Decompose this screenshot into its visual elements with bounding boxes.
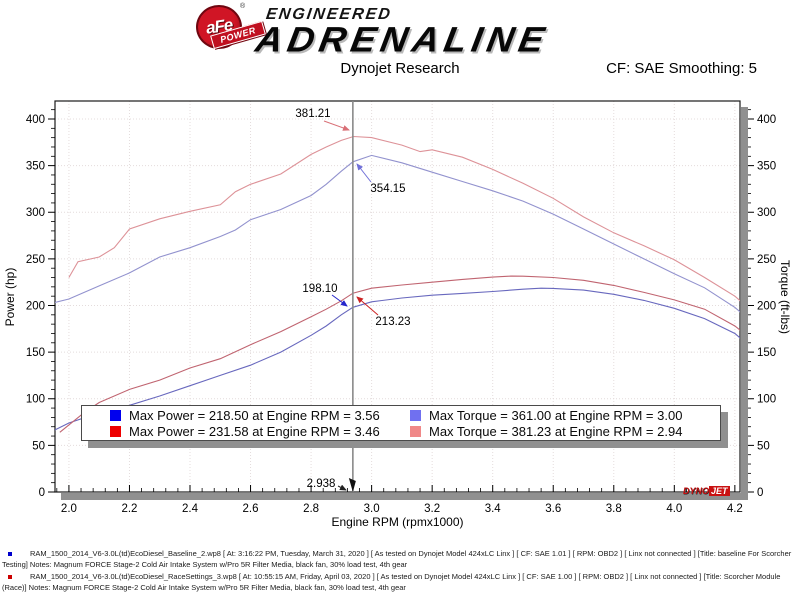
y-left-tick-label: 250	[26, 254, 45, 266]
y-right-axis-title: Torque (ft-lbs)	[778, 260, 792, 334]
smoothing-label: CF: SAE Smoothing: 5	[606, 60, 757, 77]
x-tick-label: 3.8	[606, 503, 622, 515]
run-info-footer: RAM_1500_2014_V6-3.0L(td)EcoDiesel_Basel…	[2, 549, 796, 595]
x-axis-title: Engine RPM (rpmx1000)	[331, 515, 463, 529]
legend-entry: Max Torque = 381.23 at Engine RPM = 2.94	[410, 423, 720, 439]
y-right-tick-label: 50	[757, 440, 770, 452]
legend-box: Max Power = 218.50 at Engine RPM = 3.56 M…	[81, 405, 721, 441]
y-right-tick-label: 100	[757, 394, 776, 406]
cursor-arrow-icon[interactable]	[348, 478, 356, 492]
y-right-tick-label: 200	[757, 300, 776, 312]
curve-race-power	[59, 275, 740, 433]
plot-shadow-right	[741, 107, 748, 499]
legend-swatch	[410, 409, 421, 421]
y-left-tick-label: 0	[39, 487, 45, 499]
dynojet-logo: DYNO JET	[683, 486, 730, 496]
registered-mark: ®	[240, 3, 246, 10]
x-tick-label: 3.2	[424, 503, 440, 515]
y-right-tick-label: 250	[757, 254, 776, 266]
y-right-tick-label: 0	[757, 487, 763, 499]
y-right-tick-label: 300	[757, 207, 776, 219]
annotation-label: 354.15	[370, 183, 405, 195]
x-tick-label: 2.0	[61, 503, 77, 515]
run-info-text: RAM_1500_2014_V6-3.0L(td)EcoDiesel_Basel…	[2, 549, 792, 569]
y-left-tick-label: 50	[32, 440, 45, 452]
curve-baseline-power	[55, 287, 740, 431]
x-tick-label: 2.6	[243, 503, 259, 515]
x-tick-label: 4.2	[727, 503, 743, 515]
x-tick-label: 3.6	[545, 503, 561, 515]
x-tick-label: 3.0	[364, 503, 380, 515]
legend-text: Max Torque = 381.23 at Engine RPM = 2.94	[429, 423, 683, 439]
legend-text: Max Power = 231.58 at Engine RPM = 3.46	[129, 423, 380, 439]
y-left-tick-label: 350	[26, 161, 45, 173]
annotation-arrow	[337, 484, 347, 491]
legend-text: Max Power = 218.50 at Engine RPM = 3.56	[129, 407, 380, 423]
y-left-axis-title: Power (hp)	[3, 268, 17, 327]
annotation-label: 2.938	[307, 478, 336, 490]
x-tick-label: 2.4	[182, 503, 199, 515]
dynojet-logo-part1: DYNO	[683, 486, 710, 496]
run-bullet-icon	[8, 552, 12, 556]
dynojet-logo-part2: JET	[709, 486, 730, 496]
curve-race-torque	[68, 135, 740, 302]
y-right-tick-label: 400	[757, 114, 776, 126]
legend-text: Max Torque = 361.00 at Engine RPM = 3.00	[429, 407, 683, 423]
x-tick-label: 4.0	[666, 503, 682, 515]
annotation-arrow	[356, 296, 379, 316]
annotation-arrow	[356, 163, 372, 183]
curve-baseline-torque	[55, 154, 740, 313]
legend-entry: Max Power = 218.50 at Engine RPM = 3.56	[110, 407, 410, 423]
annotation-label: 198.10	[302, 283, 337, 295]
y-right-tick-label: 150	[757, 347, 776, 359]
legend-swatch	[110, 409, 121, 421]
run-info-text: RAM_1500_2014_V6-3.0L(td)EcoDiesel_RaceS…	[2, 572, 781, 592]
annotation-arrow	[331, 294, 348, 307]
run-bullet-icon	[8, 575, 12, 579]
legend-entry: Max Power = 231.58 at Engine RPM = 3.46	[110, 423, 410, 439]
x-tick-label: 2.8	[303, 503, 319, 515]
y-left-tick-label: 200	[26, 300, 45, 312]
legend-swatch	[110, 425, 121, 437]
legend-swatch	[410, 425, 421, 437]
annotation-label: 213.23	[375, 316, 410, 328]
y-left-tick-label: 300	[26, 207, 45, 219]
run-info-entry: RAM_1500_2014_V6-3.0L(td)EcoDiesel_RaceS…	[2, 572, 796, 593]
legend-entry: Max Torque = 361.00 at Engine RPM = 3.00	[410, 407, 720, 423]
y-left-tick-label: 400	[26, 114, 45, 126]
plot-shadow-bottom	[61, 493, 748, 500]
y-left-tick-label: 100	[26, 394, 45, 406]
y-right-tick-label: 350	[757, 161, 776, 173]
y-left-tick-label: 150	[26, 347, 45, 359]
annotation-arrow	[323, 120, 350, 131]
x-tick-label: 3.4	[485, 503, 502, 515]
chart-title: Dynojet Research	[340, 60, 460, 77]
annotation-label: 381.21	[295, 108, 330, 120]
run-info-entry: RAM_1500_2014_V6-3.0L(td)EcoDiesel_Basel…	[2, 549, 796, 570]
x-tick-label: 2.2	[121, 503, 137, 515]
